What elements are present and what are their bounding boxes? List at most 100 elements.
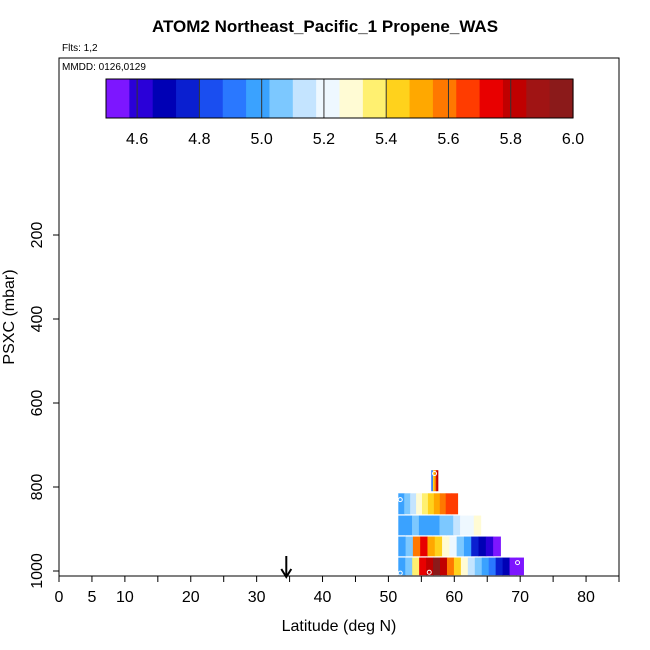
- data-cell: [432, 515, 440, 536]
- data-cell: [509, 557, 518, 576]
- data-cell: [418, 515, 427, 536]
- data-cell: [495, 557, 504, 576]
- data-cell: [405, 536, 414, 557]
- data-cell: [410, 493, 417, 515]
- flights-label: Flts: 1,2: [62, 43, 98, 54]
- data-cell: [420, 536, 428, 557]
- colorbar-tick-label: 5.0: [251, 131, 273, 148]
- data-cell: [446, 515, 454, 536]
- data-cell: [412, 557, 420, 576]
- dates-label: MMDD: 0126,0129: [62, 62, 146, 73]
- colorbar-tick-label: 5.8: [500, 131, 522, 148]
- data-cell: [405, 557, 413, 576]
- data-cell: [398, 557, 406, 576]
- data-cell: [404, 493, 411, 515]
- data-cell: [405, 515, 413, 536]
- colorbar-tick-label: 5.6: [437, 131, 459, 148]
- data-cell: [467, 557, 476, 576]
- data-cell: [485, 536, 494, 557]
- data-cell: [516, 557, 524, 576]
- data-cell: [439, 493, 447, 515]
- data-cell: [456, 536, 465, 557]
- data-cell: [422, 493, 429, 515]
- data-cell: [436, 470, 439, 492]
- colorbar-segment: [409, 79, 434, 118]
- data-cell: [445, 493, 453, 515]
- colorbar-segment: [526, 79, 551, 118]
- x-tick-label: 30: [248, 589, 266, 606]
- data-cell: [434, 470, 437, 492]
- sample-marker: [515, 560, 521, 566]
- data-cell: [453, 557, 462, 576]
- colorbar-segment: [176, 79, 200, 118]
- data-cell: [419, 557, 427, 576]
- colorbar-segment: [456, 79, 481, 118]
- sample-marker: [397, 497, 403, 503]
- data-cell: [451, 493, 459, 515]
- data-cell: [463, 536, 472, 557]
- x-tick-label: 10: [116, 589, 134, 606]
- data-cell: [460, 557, 469, 576]
- y-tick-label: 800: [29, 474, 46, 501]
- data-cell: [493, 536, 501, 557]
- colorbar-segment: [316, 79, 341, 118]
- y-tick-label: 200: [29, 222, 46, 249]
- data-cell: [453, 515, 461, 536]
- sample-marker: [426, 569, 432, 575]
- sample-marker: [432, 471, 438, 477]
- data-cell: [398, 493, 405, 515]
- data-cell: [432, 470, 436, 492]
- y-tick-label: 1000: [29, 553, 46, 589]
- colorbar-tick-label: 4.6: [126, 131, 148, 148]
- data-cell: [440, 557, 448, 576]
- x-tick-label: 50: [380, 589, 398, 606]
- colorbar-segment: [432, 79, 457, 118]
- arrow-indicator: [280, 556, 293, 579]
- y-axis-label: PSXC (mbar): [1, 269, 18, 364]
- data-cell: [439, 515, 447, 536]
- x-tick-label: 70: [511, 589, 529, 606]
- y-tick-label: 400: [29, 306, 46, 333]
- colorbar-segment: [362, 79, 387, 118]
- colorbar-segment: [502, 79, 527, 118]
- data-cell: [427, 493, 435, 515]
- x-tick-label: 40: [314, 589, 332, 606]
- data-cell: [466, 515, 475, 536]
- colorbar-tick-label: 5.4: [375, 131, 397, 148]
- data-cell: [433, 493, 441, 515]
- colorbar: 4.6 4.8 5.0 5.2 5.4 5.6 5.8 6.0: [105, 78, 584, 148]
- data-cell: [416, 493, 423, 515]
- data-cell: [449, 536, 458, 557]
- data-cell: [473, 515, 482, 536]
- data-cell: [446, 557, 455, 576]
- colorbar-segment: [549, 79, 574, 118]
- x-axis-label: Latitude (deg N): [282, 618, 397, 635]
- colorbar-segment: [222, 79, 247, 118]
- data-cell: [433, 557, 441, 576]
- colorbar-segment: [152, 79, 177, 118]
- sample-marker: [397, 570, 403, 576]
- data-cell: [478, 536, 487, 557]
- colorbar-tick-label: 6.0: [562, 131, 584, 148]
- x-tick-label: 60: [445, 589, 463, 606]
- y-tick-label: 600: [29, 390, 46, 417]
- data-cell: [412, 515, 420, 536]
- data-cell: [426, 557, 434, 576]
- data-cell: [434, 536, 443, 557]
- x-tick-label: 20: [182, 589, 200, 606]
- x-tick-label: 0: [55, 589, 64, 606]
- colorbar-segment: [199, 79, 224, 118]
- data-cell: [398, 536, 407, 557]
- data-cell: [488, 557, 497, 576]
- plot-frame: [58, 57, 620, 577]
- colorbar-tick-label: 4.8: [188, 131, 210, 148]
- colorbar-segment: [269, 79, 294, 118]
- colorbar-segment: [129, 79, 154, 118]
- y-axis: 200 400 600 800 1000: [29, 222, 59, 589]
- markers-layer: [397, 471, 521, 576]
- data-layer: [398, 470, 524, 576]
- data-cell: [474, 557, 483, 576]
- data-cell: [481, 557, 490, 576]
- colorbar-segment: [292, 79, 317, 118]
